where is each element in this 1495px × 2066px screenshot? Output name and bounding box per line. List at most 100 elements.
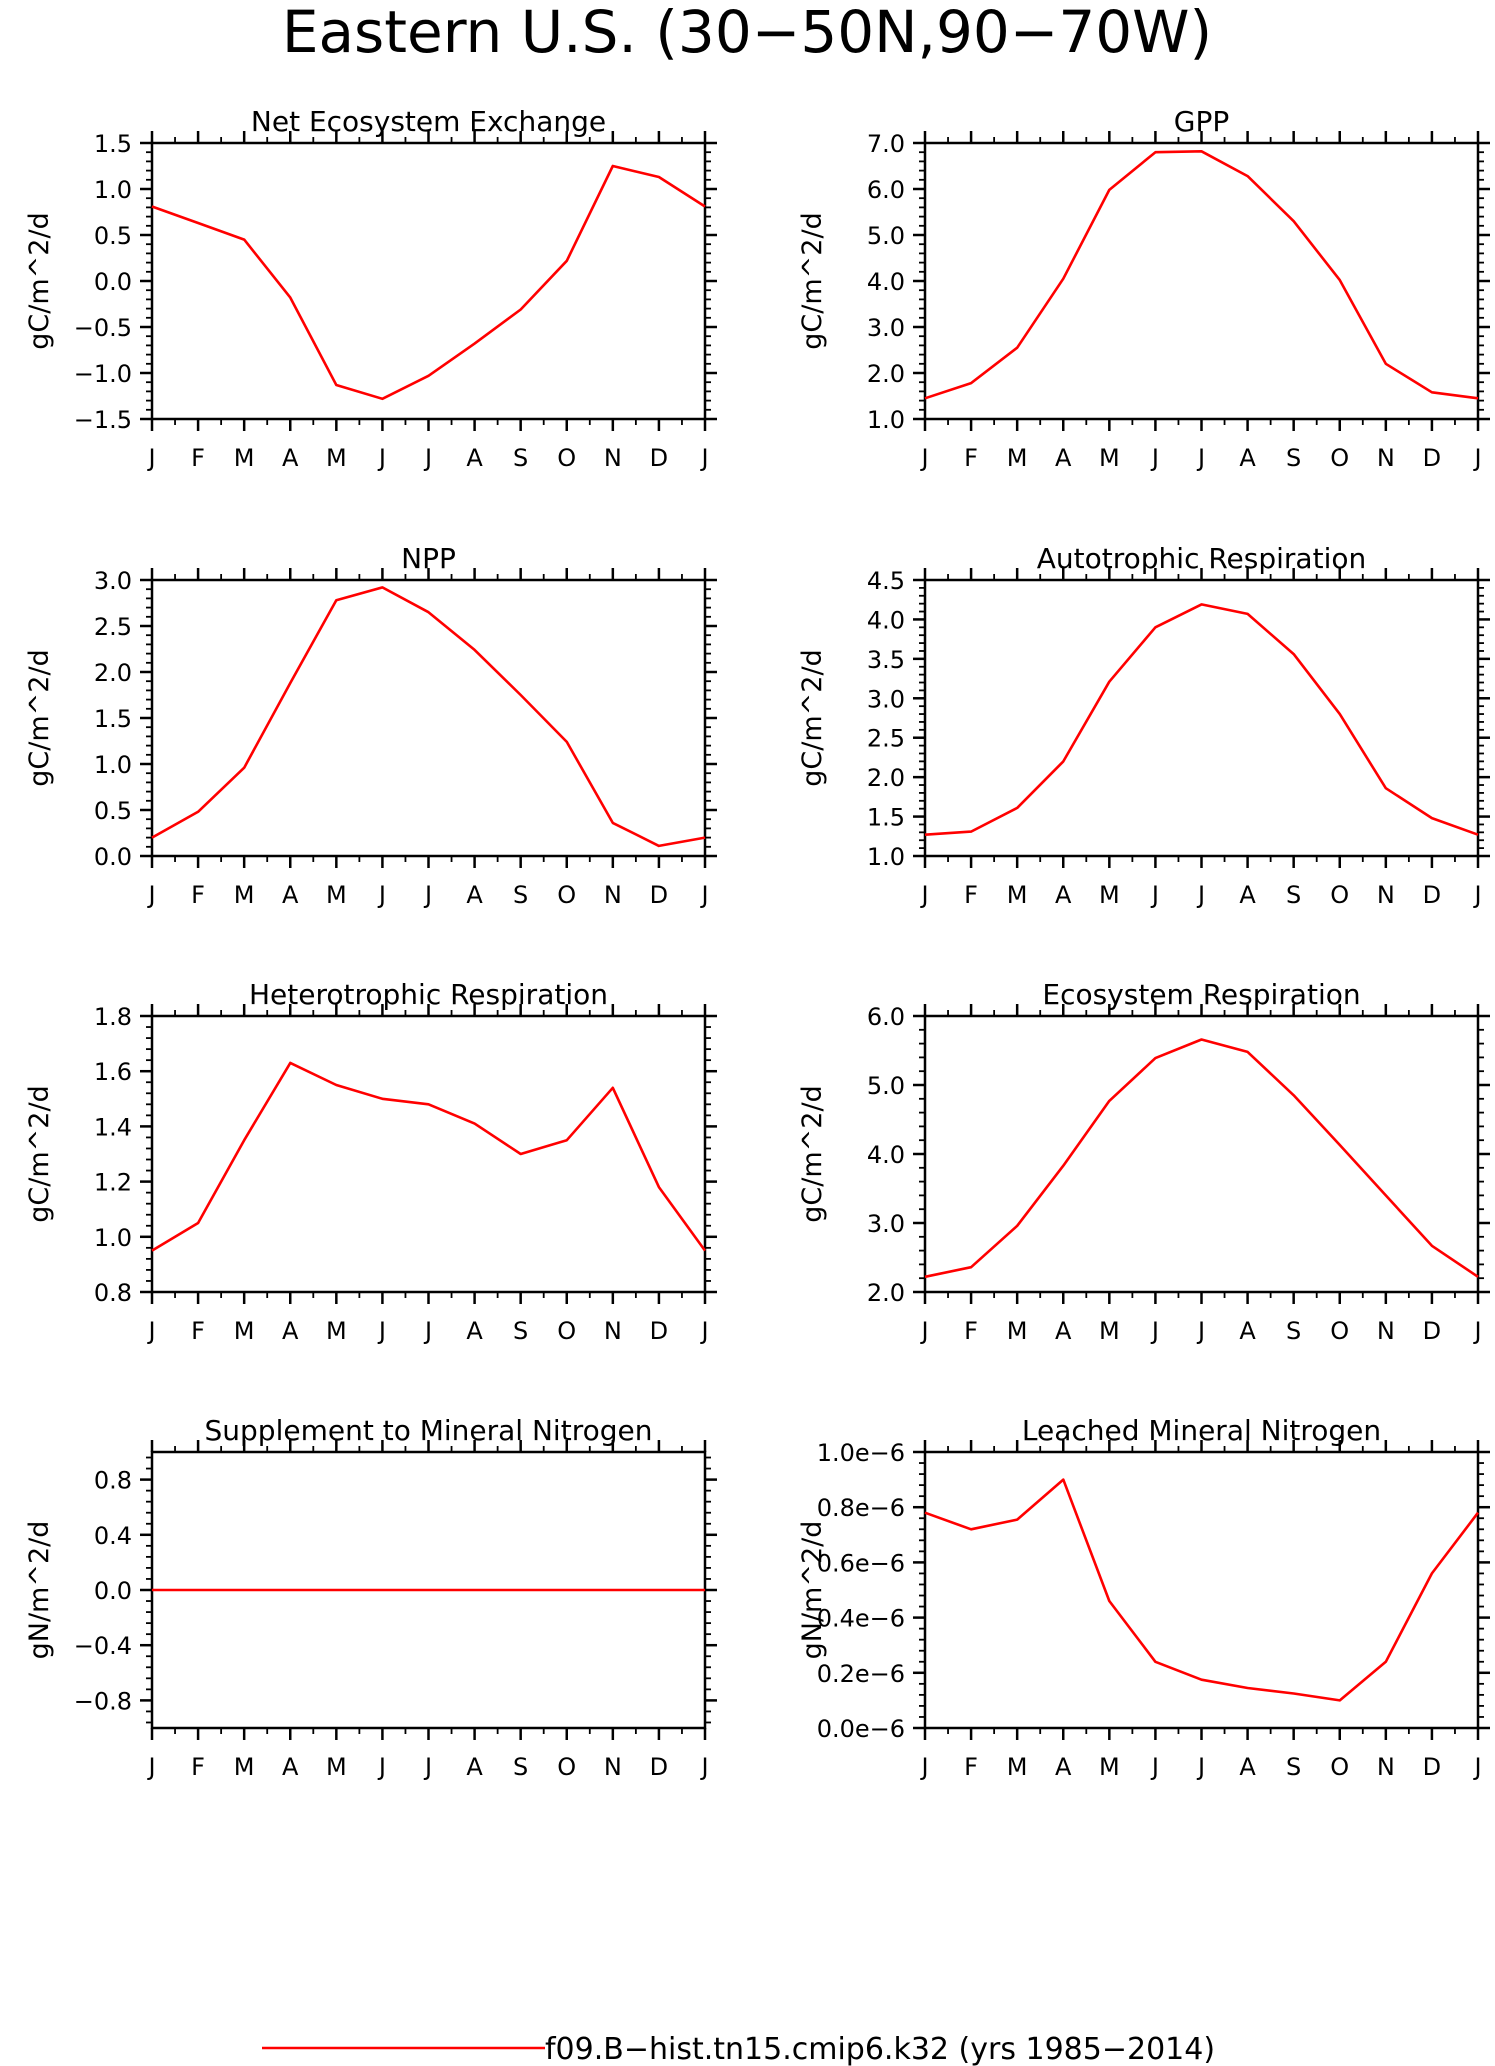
y-tick-label: −0.5 — [74, 314, 132, 342]
x-tick-label: D — [1423, 444, 1441, 472]
y-tick-label: 6.0 — [867, 176, 905, 204]
y-tick-label: 5.0 — [867, 222, 905, 250]
x-tick-label: J — [1196, 881, 1205, 909]
x-tick-label: O — [1330, 881, 1349, 909]
y-tick-label: 0.8e−6 — [817, 1494, 905, 1522]
plot-frame — [923, 1450, 1480, 1730]
x-tick-label: J — [1196, 1753, 1205, 1781]
x-tick-label: D — [650, 881, 668, 909]
y-tick-label: 1.5 — [867, 804, 905, 832]
y-tick-label: 4.0 — [867, 1141, 905, 1169]
x-tick-label: N — [1377, 1317, 1395, 1345]
y-tick-label: 0.0 — [94, 843, 132, 871]
x-tick-label: N — [604, 881, 622, 909]
series-line — [151, 1061, 707, 1252]
y-tick-label: 0.8 — [94, 1279, 132, 1307]
y-tick-label: 1.4 — [94, 1113, 132, 1141]
x-tick-label: M — [1099, 444, 1120, 472]
x-tick-label: J — [146, 881, 155, 909]
x-tick-label: J — [699, 1753, 708, 1781]
y-tick-label: 2.0 — [867, 764, 905, 792]
y-axis-label: gC/m^2/d — [797, 649, 828, 786]
x-tick-label: J — [423, 881, 432, 909]
x-tick-label: F — [964, 444, 978, 472]
x-tick-label: A — [1239, 1753, 1256, 1781]
series-line — [924, 150, 1479, 400]
series-line — [924, 1478, 1480, 1702]
x-tick-label: S — [513, 444, 528, 472]
y-axis-label: gC/m^2/d — [24, 212, 55, 349]
x-tick-label: S — [1286, 1753, 1301, 1781]
x-tick-label: J — [1196, 1317, 1205, 1345]
x-tick-label: F — [191, 881, 205, 909]
x-tick-label: F — [964, 1753, 978, 1781]
x-tick-label: J — [423, 1317, 432, 1345]
x-tick-label: J — [1150, 881, 1159, 909]
x-tick-label: D — [1423, 1317, 1441, 1345]
plot-frame — [923, 1014, 1480, 1294]
y-tick-label: 0.5 — [94, 797, 132, 825]
x-tick-label: A — [466, 1317, 483, 1345]
plot-frame — [923, 141, 1480, 421]
x-tick-label: S — [1286, 444, 1301, 472]
y-tick-label: −0.8 — [74, 1687, 132, 1715]
x-tick-label: M — [234, 1753, 255, 1781]
x-tick-label: O — [557, 1317, 576, 1345]
x-tick-label: F — [191, 444, 205, 472]
series-line — [151, 586, 706, 848]
x-tick-label: J — [377, 881, 386, 909]
x-tick-label: N — [604, 444, 622, 472]
y-tick-label: 4.5 — [867, 567, 905, 595]
x-tick-label: J — [919, 881, 928, 909]
figure-title: Eastern U.S. (30−50N,90−70W) — [282, 0, 1212, 66]
y-tick-label: 1.0 — [867, 843, 905, 871]
x-tick-label: M — [1007, 1317, 1028, 1345]
y-tick-label: 3.0 — [867, 685, 905, 713]
series-line — [924, 603, 1479, 836]
x-tick-label: O — [557, 881, 576, 909]
x-tick-label: M — [1007, 444, 1028, 472]
x-tick-label: M — [1007, 881, 1028, 909]
x-tick-label: S — [513, 881, 528, 909]
x-tick-label: F — [964, 1317, 978, 1345]
x-tick-label: M — [1099, 881, 1120, 909]
plot-frame — [150, 578, 707, 858]
x-tick-label: J — [699, 881, 708, 909]
y-tick-label: 4.0 — [867, 606, 905, 634]
x-tick-label: J — [1472, 881, 1481, 909]
y-tick-label: 1.8 — [94, 1003, 132, 1031]
plot-frame — [150, 141, 707, 421]
x-tick-label: O — [1330, 1317, 1349, 1345]
x-tick-label: A — [1239, 881, 1256, 909]
x-tick-label: M — [326, 444, 347, 472]
x-tick-label: N — [1377, 881, 1395, 909]
x-tick-label: S — [513, 1753, 528, 1781]
y-tick-label: 0.4 — [94, 1522, 132, 1550]
y-tick-label: 1.0e−6 — [817, 1439, 905, 1467]
x-tick-label: J — [1472, 1317, 1481, 1345]
y-tick-label: 2.5 — [867, 725, 905, 753]
y-tick-label: 2.5 — [94, 613, 132, 641]
x-tick-label: M — [234, 444, 255, 472]
y-tick-label: 1.6 — [94, 1058, 132, 1086]
x-tick-label: A — [1239, 444, 1256, 472]
y-tick-label: 0.0 — [94, 1577, 132, 1605]
x-tick-label: M — [326, 881, 347, 909]
plot-frame — [923, 578, 1480, 858]
y-tick-label: 0.0 — [94, 268, 132, 296]
y-tick-label: 1.5 — [94, 705, 132, 733]
y-tick-label: 1.0 — [867, 406, 905, 434]
y-tick-label: 1.5 — [94, 130, 132, 158]
x-tick-label: A — [282, 881, 299, 909]
y-tick-label: 3.0 — [867, 1210, 905, 1238]
y-tick-label: 2.0 — [867, 1279, 905, 1307]
x-tick-label: M — [326, 1753, 347, 1781]
x-tick-label: J — [919, 444, 928, 472]
x-tick-label: S — [1286, 881, 1301, 909]
y-tick-label: 2.0 — [94, 659, 132, 687]
x-tick-label: M — [1099, 1317, 1120, 1345]
